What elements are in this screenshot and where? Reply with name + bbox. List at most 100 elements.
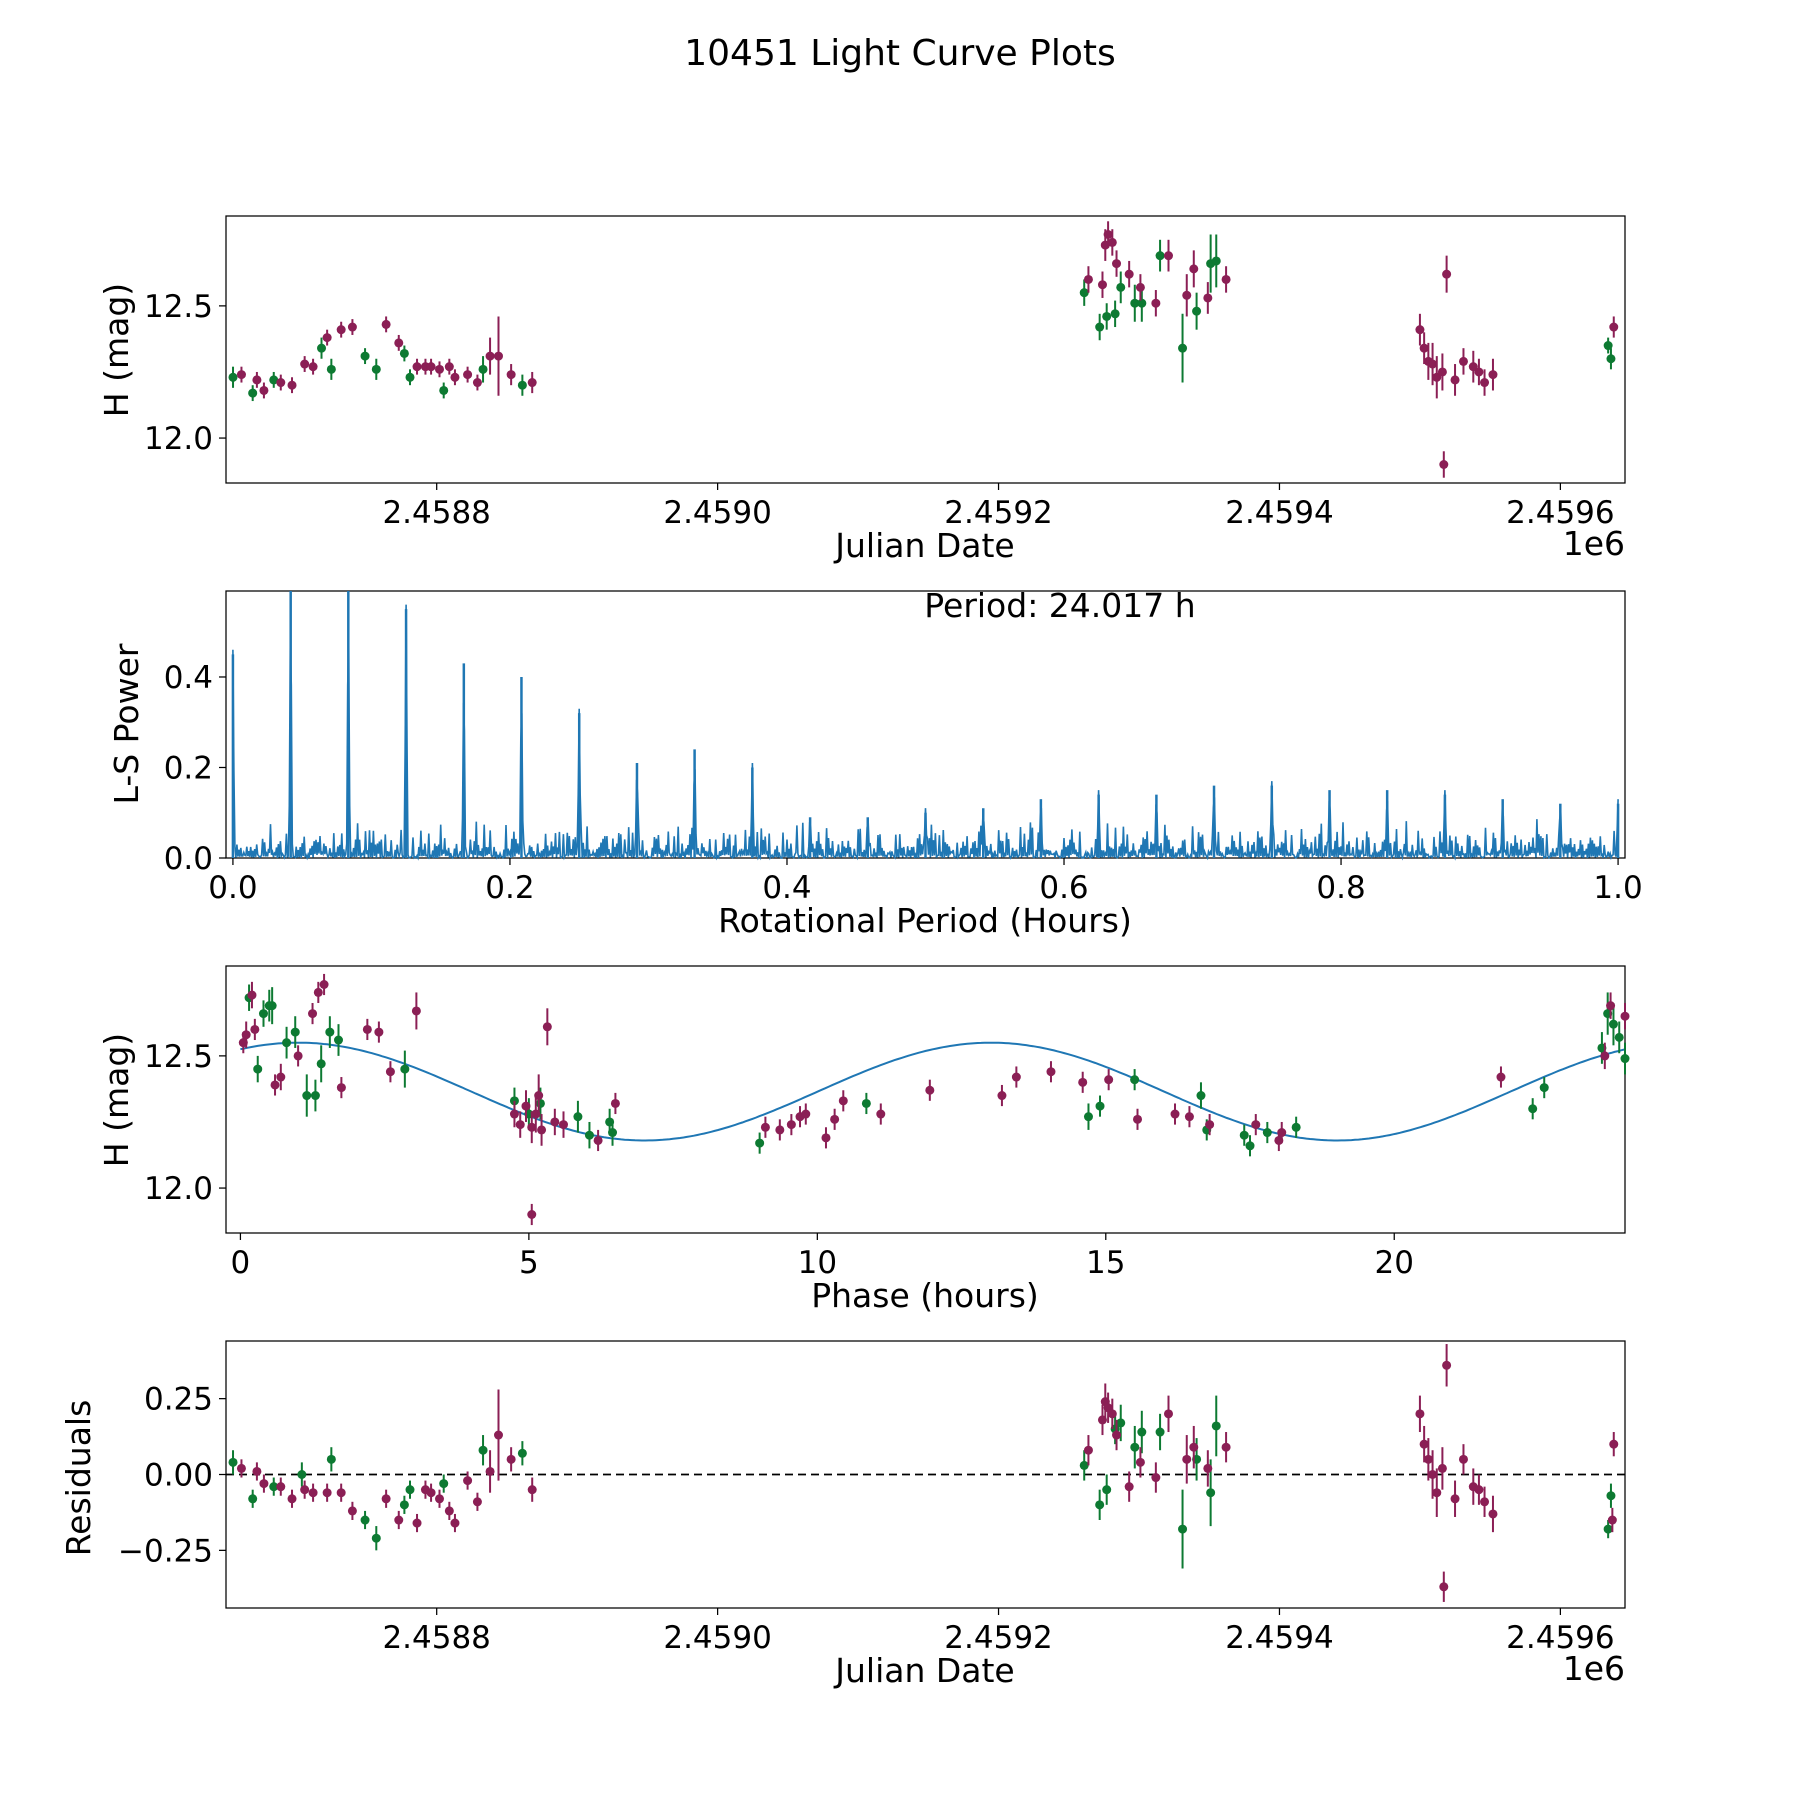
phase-model-curve bbox=[240, 1041, 1626, 1142]
periodogram-line bbox=[231, 591, 1620, 861]
light-curve-point-g bbox=[1116, 282, 1126, 292]
phase-x-tick-label: 5 bbox=[519, 1245, 539, 1281]
phase-point-r bbox=[276, 1072, 286, 1082]
residuals-point-r bbox=[1609, 1439, 1619, 1449]
light-curve-point-r bbox=[426, 362, 436, 372]
residuals-point-r bbox=[1607, 1515, 1617, 1525]
phase-ticks: 0 5 10 15 20 12.0 12.5 bbox=[144, 1039, 1414, 1281]
residuals-point-r bbox=[1458, 1454, 1468, 1464]
phase-point-g bbox=[1291, 1122, 1301, 1132]
phase-point-r bbox=[1205, 1120, 1215, 1130]
phase-point-r bbox=[336, 1083, 346, 1093]
figure-title: 10451 Light Curve Plots bbox=[684, 33, 1116, 74]
residuals-point-r bbox=[1083, 1445, 1093, 1455]
residuals-point-r bbox=[435, 1494, 445, 1504]
residuals-point-g bbox=[297, 1470, 307, 1479]
phase-point-r bbox=[1104, 1075, 1114, 1085]
light-curve-panel: 2.4588 2.4590 2.4592 2.4594 2.4596 12.0 12.5 J… bbox=[97, 215, 1626, 565]
residuals-point-r bbox=[287, 1494, 297, 1504]
light-curve-y-tick-label: 12.0 bbox=[144, 421, 213, 457]
phase-point-r bbox=[515, 1120, 525, 1130]
light-curve-point-r bbox=[1151, 298, 1161, 308]
phase-point-r bbox=[241, 1030, 251, 1040]
phase-point-r bbox=[593, 1135, 603, 1145]
phase-point-r bbox=[550, 1117, 560, 1127]
phase-point-r bbox=[925, 1085, 935, 1095]
phase-point-g bbox=[325, 1027, 335, 1037]
phase-point-r bbox=[786, 1120, 796, 1130]
residuals-panel: 2.4588 2.4590 2.4592 2.4594 2.4596 0.25 0.00 −0… bbox=[59, 1340, 1626, 1690]
light-curve-point-g bbox=[1130, 298, 1140, 308]
phase-point-r bbox=[542, 1022, 552, 1032]
periodogram-y-tick-label: 0.2 bbox=[164, 750, 213, 786]
phase-point-g bbox=[535, 1098, 545, 1108]
residuals-point-r bbox=[1480, 1497, 1490, 1507]
residuals-x-label: Julian Date bbox=[833, 1651, 1015, 1690]
phase-point-r bbox=[775, 1125, 785, 1135]
light-curve-point-r bbox=[1609, 322, 1619, 332]
residuals-x-tick-label: 2.4592 bbox=[944, 1620, 1052, 1656]
phase-point-g bbox=[302, 1091, 312, 1101]
phase-point-g bbox=[1262, 1128, 1272, 1138]
light-curve-x-tick-label: 2.4590 bbox=[663, 495, 771, 531]
light-curve-point-r bbox=[1432, 372, 1442, 382]
light-curve-point-r bbox=[1182, 290, 1192, 300]
light-curve-point-r bbox=[1442, 269, 1452, 279]
light-curve-point-r bbox=[493, 351, 503, 361]
residuals-point-g bbox=[1116, 1418, 1126, 1428]
light-curve-point-r bbox=[1221, 274, 1231, 284]
residuals-point-r bbox=[412, 1518, 422, 1528]
residuals-point-g bbox=[1206, 1488, 1216, 1498]
light-curve-point-r bbox=[1124, 269, 1134, 279]
phase-point-r bbox=[1184, 1112, 1194, 1122]
residuals-point-g bbox=[478, 1445, 488, 1455]
residuals-point-g bbox=[1130, 1442, 1140, 1452]
residuals-point-r bbox=[1151, 1473, 1161, 1483]
residuals-point-r bbox=[236, 1463, 246, 1473]
light-curve-point-g bbox=[1137, 298, 1147, 308]
residuals-point-r bbox=[527, 1485, 537, 1495]
light-curve-point-r bbox=[1488, 370, 1498, 380]
phase-point-g bbox=[1196, 1091, 1206, 1101]
phase-point-r bbox=[1600, 1051, 1610, 1061]
light-curve-point-r bbox=[236, 370, 246, 380]
phase-point-r bbox=[558, 1120, 568, 1130]
phase-point-r bbox=[838, 1096, 848, 1106]
phase-point-r bbox=[1046, 1067, 1056, 1077]
periodogram-x-tick-label: 0.6 bbox=[1039, 870, 1088, 906]
residuals-point-r bbox=[463, 1476, 473, 1486]
light-curve-ticks: 2.4588 2.4590 2.4592 2.4594 2.4596 12.0 12.5 bbox=[144, 289, 1615, 531]
phase-point-g bbox=[1095, 1101, 1105, 1111]
phase-point-g bbox=[584, 1130, 594, 1140]
phase-point-r bbox=[411, 1006, 421, 1016]
light-curve-x-tick-label: 2.4596 bbox=[1506, 495, 1614, 531]
residuals-point-g bbox=[371, 1533, 381, 1543]
light-curve-point-r bbox=[1203, 293, 1213, 303]
light-curve-point-r bbox=[1083, 274, 1093, 284]
light-curve-point-g bbox=[478, 364, 488, 374]
light-curve-x-label: Julian Date bbox=[833, 526, 1015, 565]
residuals-x-tick-label: 2.4596 bbox=[1506, 1620, 1614, 1656]
residuals-point-g bbox=[517, 1448, 527, 1458]
phase-point-g bbox=[861, 1098, 871, 1108]
light-curve-point-r bbox=[259, 385, 269, 395]
phase-point-g bbox=[282, 1038, 292, 1048]
phase-point-g bbox=[316, 1059, 326, 1069]
phase-point-g bbox=[1608, 1019, 1618, 1029]
phase-point-r bbox=[1496, 1072, 1506, 1082]
light-curve-point-r bbox=[1450, 375, 1460, 385]
phase-point-g bbox=[290, 1027, 300, 1037]
residuals-point-g bbox=[399, 1500, 409, 1510]
phase-point-r bbox=[537, 1125, 547, 1135]
light-curve-point-r bbox=[308, 362, 318, 372]
residuals-point-r bbox=[1419, 1439, 1429, 1449]
phase-point-g bbox=[1539, 1083, 1549, 1093]
light-curve-point-r bbox=[1107, 237, 1117, 247]
phase-y-tick-label: 12.5 bbox=[144, 1039, 213, 1075]
phase-point-g bbox=[573, 1112, 583, 1122]
residuals-point-r bbox=[472, 1497, 482, 1507]
light-curve-point-g bbox=[317, 343, 327, 353]
residuals-x-tick-label: 2.4594 bbox=[1225, 1620, 1333, 1656]
residuals-point-r bbox=[1423, 1454, 1433, 1464]
